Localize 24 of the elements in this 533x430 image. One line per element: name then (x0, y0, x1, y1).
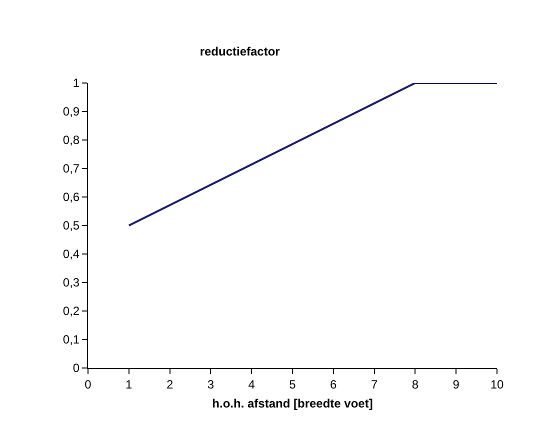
y-tick-label: 0,5 (62, 218, 80, 233)
y-tick-label: 0,7 (62, 162, 80, 176)
x-tick-label: 5 (289, 377, 296, 392)
x-tick-label: 8 (412, 377, 419, 392)
chart-title: reductiefactor (200, 44, 280, 59)
y-tick-label: 0,6 (62, 190, 80, 204)
x-tick-label: 2 (166, 377, 174, 392)
y-tick-label: 0,1 (62, 332, 80, 347)
x-tick-label: 4 (248, 377, 256, 392)
x-axis-title: h.o.h. afstand [breedte voet] (212, 396, 373, 410)
x-tick-label: 3 (207, 377, 214, 392)
y-tick-label: 0,2 (62, 304, 80, 318)
y-tick-label: 0,8 (62, 133, 80, 148)
x-tick-label: 6 (330, 377, 338, 392)
x-tick-label: 10 (490, 377, 504, 392)
x-tick-label: 9 (452, 377, 460, 392)
y-tick-label: 0,9 (62, 104, 80, 119)
y-tick-label: 0,4 (62, 247, 80, 262)
y-tick-label: 0 (72, 361, 80, 376)
y-tick-label: 1 (72, 76, 80, 90)
x-tick-label: 1 (126, 377, 133, 392)
x-tick-label: 7 (370, 377, 378, 392)
x-tick-label: 0 (84, 377, 92, 392)
y-tick-label: 0,3 (62, 276, 80, 290)
